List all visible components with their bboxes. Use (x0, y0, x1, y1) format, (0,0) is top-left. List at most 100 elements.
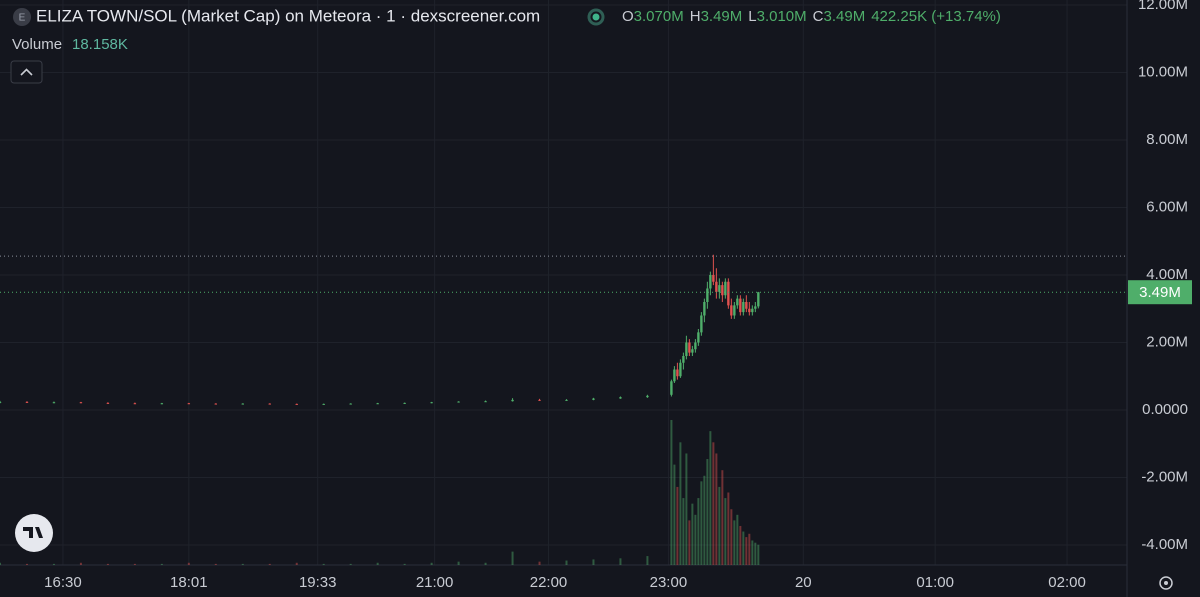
volume-bar (133, 563, 136, 565)
candle-body (646, 395, 649, 398)
volume-bar (268, 563, 271, 565)
candle-body (538, 399, 541, 401)
grid (0, 0, 1127, 565)
candle-body (691, 349, 694, 353)
candle-body (721, 285, 724, 296)
candle-body (349, 403, 352, 405)
volume-bar (730, 509, 733, 565)
y-tick-label: 12.00M (1138, 0, 1188, 13)
candle-body (733, 305, 736, 316)
ohlc-value: 3.010M (757, 8, 807, 25)
tv-logo[interactable] (15, 514, 53, 552)
chart-title: ELIZA TOWN/SOL (Market Cap) on Meteora ·… (36, 6, 540, 25)
x-tick-label: 02:00 (1048, 574, 1086, 591)
ohlc-legend: O3.070M H3.49M L3.010M C3.49M 422.25K (+13.7… (622, 8, 1001, 25)
candle-body (703, 301, 706, 316)
volume-bar (673, 464, 676, 565)
volume-bar (703, 475, 706, 565)
x-tick-label: 21:00 (416, 574, 454, 591)
volume-bar (565, 560, 568, 565)
candle-body (685, 342, 688, 356)
volume-bar (241, 563, 244, 565)
y-tick-label: -2.00M (1141, 468, 1188, 485)
volume-bar (757, 544, 760, 565)
candle-body (619, 397, 622, 399)
candle-body (706, 288, 709, 302)
volume-bar (745, 537, 748, 565)
candle-body (133, 403, 137, 405)
volume-bar (691, 503, 694, 565)
volume-bar (25, 563, 28, 565)
volume-bar (322, 563, 325, 565)
candle-body (457, 401, 460, 403)
candle-body (730, 305, 733, 316)
volume-bar (457, 561, 460, 565)
candle-body (709, 274, 712, 289)
y-tick-label: 2.00M (1146, 333, 1188, 350)
settings-button[interactable] (1159, 576, 1173, 590)
volume-bar (685, 453, 688, 565)
volume-bar (679, 442, 682, 565)
y-tick-label: -4.00M (1141, 536, 1188, 553)
volume-bar (430, 562, 433, 565)
volume-bar (688, 520, 691, 565)
volume-bar (403, 563, 406, 565)
ohlc-key: H (690, 8, 701, 25)
x-tick-label: 16:30 (44, 574, 82, 591)
candle-body (700, 315, 703, 333)
collapse-button[interactable] (10, 60, 43, 84)
ohlc-value: 3.070M (634, 8, 684, 25)
y-tick-label: 0.0000 (1142, 401, 1188, 418)
volume-bar (748, 533, 751, 565)
volume-bar (106, 563, 109, 565)
candle-body (403, 402, 406, 404)
volume-bar (700, 481, 703, 565)
ohlc-key: C (813, 8, 824, 25)
volume-bar (646, 556, 649, 565)
volume-bar (619, 558, 622, 565)
token-icon-letter: E (19, 13, 26, 24)
volume-bar (742, 531, 745, 565)
x-tick-label: 22:00 (530, 574, 568, 591)
settings-dot (1164, 581, 1168, 585)
candle-body (484, 401, 487, 403)
volume-bar (709, 431, 712, 565)
volume-bar (697, 498, 700, 565)
candle-body (742, 301, 745, 313)
volume-value: 18.158K (72, 36, 128, 53)
plot (0, 254, 1127, 565)
volume-bar (712, 442, 715, 565)
volume-bar (0, 562, 1, 565)
last-price-label: 3.49M (1139, 284, 1181, 301)
volume-bar (187, 562, 190, 565)
y-tick-label: 8.00M (1146, 131, 1188, 148)
y-tick-label: 6.00M (1146, 198, 1188, 215)
candle-body (736, 298, 739, 306)
x-tick-label: 01:00 (916, 574, 954, 591)
volume-bar (754, 542, 757, 565)
change: 422.25K (+13.74%) (871, 8, 1001, 25)
candle-body (160, 403, 164, 405)
candle-body (52, 402, 56, 404)
candle-body (511, 399, 514, 402)
candle-body (694, 342, 697, 350)
volume-bar (721, 470, 724, 565)
candle-body (724, 281, 727, 296)
x-tick-label: 23:00 (650, 574, 688, 591)
volume-label: Volume (12, 36, 62, 53)
volume-bar (592, 559, 595, 565)
candle-body (268, 403, 271, 405)
y-tick-label: 10.00M (1138, 63, 1188, 80)
candle-body (697, 332, 700, 343)
volume-bar (349, 563, 352, 565)
candle-body (739, 298, 742, 313)
volume-bar (739, 525, 742, 565)
volume-bar (718, 486, 721, 565)
candle-body (295, 403, 298, 405)
ohlc-value: 3.49M (824, 8, 866, 25)
y-tick-label: 4.00M (1146, 266, 1188, 283)
candle-body (727, 281, 730, 306)
candle-body (106, 402, 110, 404)
status-ring (587, 8, 605, 26)
